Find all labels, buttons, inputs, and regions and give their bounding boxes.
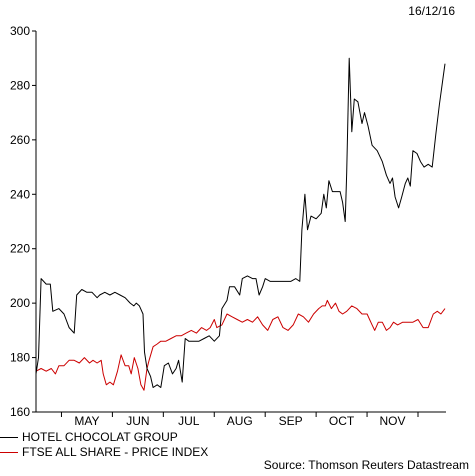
x-tick-label: JUL bbox=[178, 414, 200, 428]
legend-item-ftse: FTSE ALL SHARE - PRICE INDEX bbox=[0, 445, 208, 459]
legend-label-ftse: FTSE ALL SHARE - PRICE INDEX bbox=[22, 445, 209, 459]
legend-item-hotel-chocolat: HOTEL CHOCOLAT GROUP bbox=[0, 430, 178, 444]
legend-swatch-hotel-chocolat bbox=[0, 436, 18, 438]
series-line-ftse-all-share-price-index bbox=[35, 299, 446, 391]
series-line-hotel-chocolat-group bbox=[35, 57, 446, 388]
x-tick-label: SEP bbox=[279, 414, 303, 428]
legend-swatch-ftse bbox=[0, 451, 18, 453]
y-tick-label: 180 bbox=[10, 351, 30, 365]
y-tick-label: 260 bbox=[10, 133, 30, 147]
y-tick-label: 240 bbox=[10, 187, 30, 201]
y-tick-label: 200 bbox=[10, 296, 30, 310]
source-note: Source: Thomson Reuters Datastream bbox=[263, 458, 469, 472]
axes: 160 180 200 220 240 260 280 300 MAY JUN JUL AUG SEP O… bbox=[10, 24, 446, 428]
y-tick-label: 220 bbox=[10, 242, 30, 256]
x-tick-label: NOV bbox=[380, 414, 406, 428]
x-tick-label: MAY bbox=[74, 414, 99, 428]
series-lines bbox=[35, 57, 446, 391]
x-tick-label: OCT bbox=[329, 414, 355, 428]
y-tick-label: 300 bbox=[10, 24, 30, 38]
x-tick-label: JUN bbox=[126, 414, 149, 428]
y-tick-label: 280 bbox=[10, 78, 30, 92]
legend-label-hotel-chocolat: HOTEL CHOCOLAT GROUP bbox=[22, 430, 178, 444]
x-tick-label: AUG bbox=[227, 414, 253, 428]
date-label: 16/12/16 bbox=[408, 4, 455, 18]
y-tick-label: 160 bbox=[10, 405, 30, 419]
